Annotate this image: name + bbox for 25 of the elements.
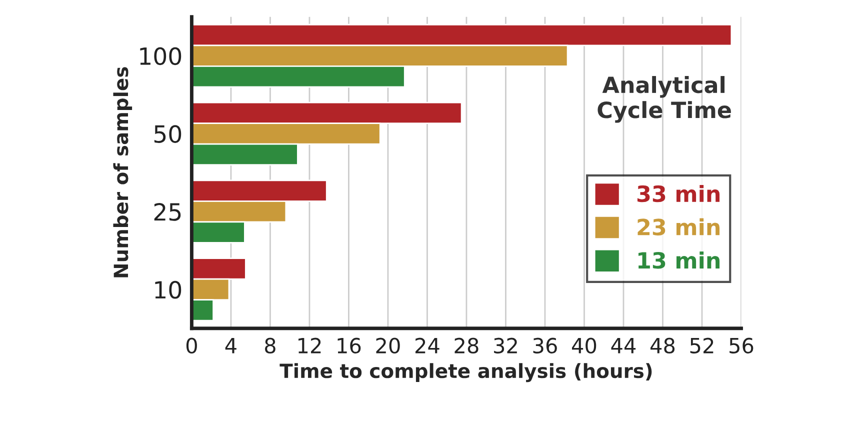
x-tick-label: 48 bbox=[650, 338, 675, 354]
legend-label: 23 min bbox=[638, 218, 720, 236]
y-tick-label: 25 bbox=[154, 203, 181, 221]
legend-title: Analytical Cycle Time bbox=[598, 76, 731, 123]
x-tick-label: 36 bbox=[533, 338, 557, 354]
x-tick-label: 0 bbox=[186, 338, 197, 354]
y-tick-label: 100 bbox=[140, 47, 182, 66]
x-tick-label: 28 bbox=[454, 338, 478, 354]
x-tick-label: 24 bbox=[415, 338, 440, 354]
x-tick-label: 40 bbox=[572, 338, 596, 354]
x-tick-label: 4 bbox=[225, 338, 236, 354]
y-axis-title: Number of samples bbox=[113, 67, 132, 278]
x-tick-label: 52 bbox=[690, 338, 714, 354]
y-tick-label: 50 bbox=[154, 125, 182, 143]
y-tick-label: 10 bbox=[155, 280, 182, 299]
x-tick-label: 20 bbox=[376, 338, 400, 354]
legend-label: 13 min bbox=[638, 252, 720, 269]
x-tick-label: 16 bbox=[338, 338, 361, 354]
x-axis-title: Time to complete analysis (hours) bbox=[280, 363, 652, 382]
legend-label: 33 min bbox=[637, 184, 720, 202]
x-tick-label: 32 bbox=[494, 338, 517, 354]
x-tick-label: 44 bbox=[611, 338, 636, 354]
x-tick-label: 12 bbox=[298, 338, 321, 354]
x-tick-label: 56 bbox=[730, 338, 754, 354]
x-tick-label: 8 bbox=[264, 338, 276, 354]
